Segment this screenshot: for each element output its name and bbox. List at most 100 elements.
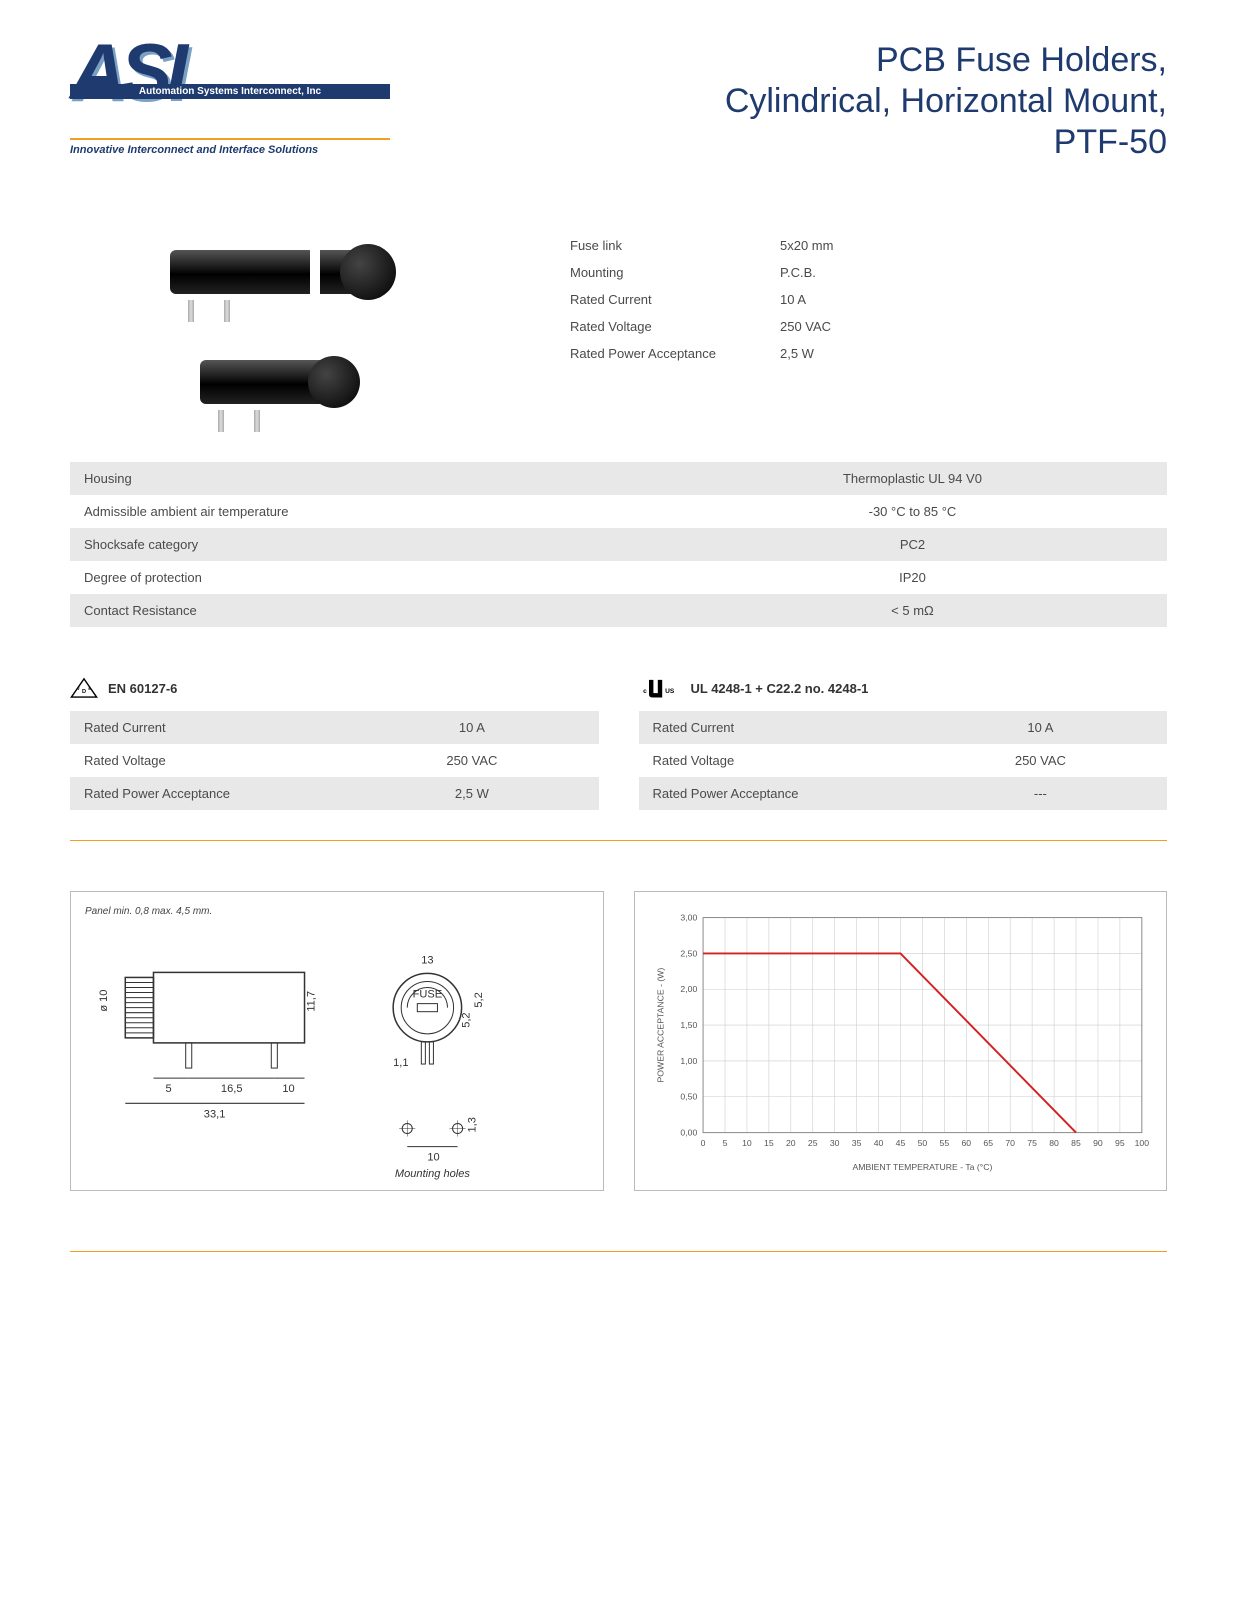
svg-text:33,1: 33,1: [204, 1109, 226, 1121]
mini-spec-row: Fuse link 5x20 mm: [570, 232, 1167, 259]
diagrams-row: Panel min. 0,8 max. 4,5 mm. ø 10 5 16,5 …: [70, 891, 1167, 1191]
page-title: PCB Fuse Holders, Cylindrical, Horizonta…: [725, 40, 1167, 162]
svg-text:0,00: 0,00: [680, 1128, 697, 1138]
mini-spec-value: 2,5 W: [780, 346, 814, 361]
cert-label: Rated Voltage: [653, 753, 928, 768]
svg-text:80: 80: [1049, 1138, 1059, 1148]
full-spec-value: PC2: [672, 537, 1153, 552]
cert-label: Rated Current: [653, 720, 928, 735]
full-spec-value: < 5 mΩ: [672, 603, 1153, 618]
full-spec-row: Housing Thermoplastic UL 94 V0: [70, 462, 1167, 495]
mini-spec-value: 5x20 mm: [780, 238, 833, 253]
full-specs-table: Housing Thermoplastic UL 94 V0Admissible…: [70, 462, 1167, 627]
cert-value: ---: [928, 786, 1153, 801]
title-line-3: PTF-50: [725, 122, 1167, 163]
svg-text:10: 10: [427, 1152, 439, 1164]
logo-tagline: Innovative Interconnect and Interface So…: [70, 138, 390, 156]
svg-text:AMBIENT TEMPERATURE - Ta (°C): AMBIENT TEMPERATURE - Ta (°C): [852, 1163, 992, 1173]
svg-text:POWER ACCEPTANCE - (W): POWER ACCEPTANCE - (W): [655, 968, 665, 1083]
cert-col-ul: c US UL 4248-1 + C22.2 no. 4248-1 Rated …: [639, 677, 1168, 810]
svg-text:25: 25: [807, 1138, 817, 1148]
svg-text:100: 100: [1134, 1138, 1149, 1148]
svg-text:D: D: [82, 689, 86, 695]
svg-text:11,7: 11,7: [306, 991, 318, 1012]
svg-text:1,1: 1,1: [393, 1057, 408, 1069]
cert-row: Rated Current 10 A: [70, 711, 599, 744]
panel-note: Panel min. 0,8 max. 4,5 mm.: [85, 906, 589, 917]
full-spec-row: Admissible ambient air temperature -30 °…: [70, 495, 1167, 528]
svg-text:85: 85: [1071, 1138, 1081, 1148]
cert-label: Rated Voltage: [84, 753, 359, 768]
mech-drawing-svg: ø 10 5 16,5 10 33,1 11,7 FUSE 13 1,1 5,2…: [85, 923, 589, 1193]
mechanical-drawing: Panel min. 0,8 max. 4,5 mm. ø 10 5 16,5 …: [70, 891, 604, 1191]
svg-text:V: V: [77, 687, 80, 691]
cert-label: Rated Current: [84, 720, 359, 735]
product-images: [70, 222, 490, 422]
svg-text:Mounting holes: Mounting holes: [395, 1168, 470, 1180]
svg-text:15: 15: [764, 1138, 774, 1148]
mini-spec-row: Mounting P.C.B.: [570, 259, 1167, 286]
mini-spec-label: Rated Voltage: [570, 319, 780, 334]
svg-text:2,00: 2,00: [680, 985, 697, 995]
svg-text:0,50: 0,50: [680, 1092, 697, 1102]
svg-text:US: US: [665, 689, 675, 696]
full-spec-row: Contact Resistance < 5 mΩ: [70, 594, 1167, 627]
cert-title-vde: EN 60127-6: [108, 681, 177, 696]
svg-text:55: 55: [939, 1138, 949, 1148]
certification-section: D V E EN 60127-6 Rated Current 10 ARated…: [70, 677, 1167, 810]
mini-spec-value: P.C.B.: [780, 265, 816, 280]
cert-row: Rated Power Acceptance 2,5 W: [70, 777, 599, 810]
full-spec-label: Housing: [84, 471, 672, 486]
vde-icon: D V E: [70, 677, 98, 699]
svg-text:45: 45: [895, 1138, 905, 1148]
svg-text:5: 5: [166, 1084, 172, 1096]
bottom-divider: [70, 1251, 1167, 1252]
mini-specs-table: Fuse link 5x20 mmMounting P.C.B.Rated Cu…: [570, 222, 1167, 367]
title-line-2: Cylindrical, Horizontal Mount,: [725, 81, 1167, 122]
cert-header-vde: D V E EN 60127-6: [70, 677, 599, 699]
product-image-open: [170, 232, 390, 312]
cert-value: 250 VAC: [928, 753, 1153, 768]
svg-text:20: 20: [786, 1138, 796, 1148]
svg-text:35: 35: [851, 1138, 861, 1148]
svg-text:30: 30: [829, 1138, 839, 1148]
ul-icon: c US: [639, 677, 681, 699]
svg-text:60: 60: [961, 1138, 971, 1148]
mini-spec-label: Rated Current: [570, 292, 780, 307]
cert-value: 2,5 W: [359, 786, 584, 801]
svg-text:10: 10: [282, 1084, 294, 1096]
mini-spec-row: Rated Current 10 A: [570, 286, 1167, 313]
cert-row: Rated Power Acceptance ---: [639, 777, 1168, 810]
full-spec-value: Thermoplastic UL 94 V0: [672, 471, 1153, 486]
svg-text:75: 75: [1027, 1138, 1037, 1148]
mini-spec-label: Mounting: [570, 265, 780, 280]
svg-text:70: 70: [1005, 1138, 1015, 1148]
svg-text:90: 90: [1093, 1138, 1103, 1148]
svg-text:FUSE: FUSE: [413, 989, 443, 1001]
logo: ASI Automation Systems Interconnect, Inc…: [70, 40, 390, 156]
cert-value: 250 VAC: [359, 753, 584, 768]
cert-label: Rated Power Acceptance: [653, 786, 928, 801]
full-spec-value: IP20: [672, 570, 1153, 585]
full-spec-label: Degree of protection: [84, 570, 672, 585]
header: ASI Automation Systems Interconnect, Inc…: [70, 40, 1167, 162]
mini-spec-value: 10 A: [780, 292, 806, 307]
full-spec-row: Shocksafe category PC2: [70, 528, 1167, 561]
full-spec-value: -30 °C to 85 °C: [672, 504, 1153, 519]
cert-label: Rated Power Acceptance: [84, 786, 359, 801]
svg-text:5,2: 5,2: [473, 993, 485, 1008]
svg-text:c: c: [643, 689, 647, 696]
svg-text:50: 50: [917, 1138, 927, 1148]
divider: [70, 840, 1167, 841]
svg-text:2,50: 2,50: [680, 949, 697, 959]
svg-text:95: 95: [1115, 1138, 1125, 1148]
cert-header-ul: c US UL 4248-1 + C22.2 no. 4248-1: [639, 677, 1168, 699]
svg-text:ø 10: ø 10: [98, 990, 110, 1012]
svg-text:1,3: 1,3: [467, 1118, 479, 1133]
cert-col-vde: D V E EN 60127-6 Rated Current 10 ARated…: [70, 677, 599, 810]
chart-svg: 0510152025303540455055606570758085909510…: [649, 906, 1153, 1176]
full-spec-label: Shocksafe category: [84, 537, 672, 552]
svg-text:1,00: 1,00: [680, 1056, 697, 1066]
top-section: Fuse link 5x20 mmMounting P.C.B.Rated Cu…: [70, 222, 1167, 422]
full-spec-label: Contact Resistance: [84, 603, 672, 618]
